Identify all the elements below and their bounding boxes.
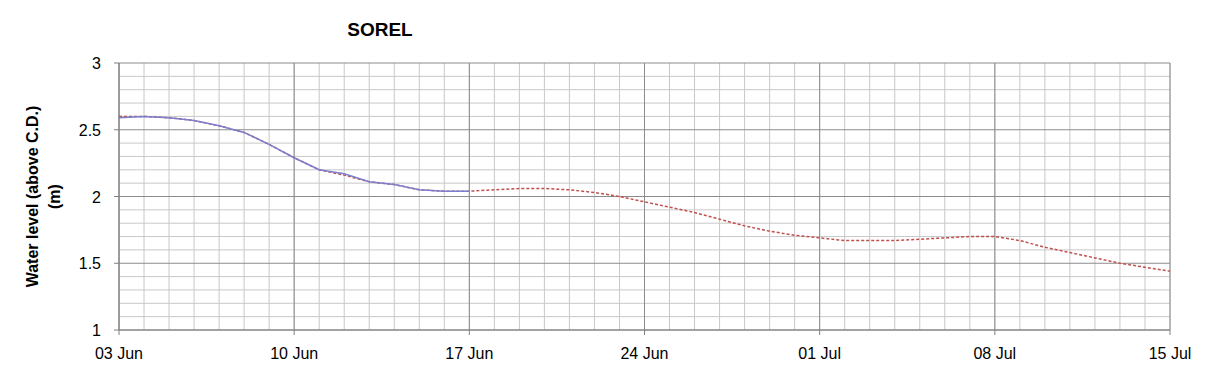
y-axis-label: (m) (46, 184, 63, 209)
minor-grid-x (994, 63, 995, 330)
x-tick-label: 15 Jul (1149, 345, 1192, 362)
chart-title: SOREL (347, 19, 413, 40)
minor-grid-x (469, 63, 470, 330)
grid-x (994, 63, 995, 330)
y-axis-label: Water level (above C.D.) (24, 106, 41, 288)
x-tick-label: 08 Jul (973, 345, 1016, 362)
y-tick (114, 330, 119, 331)
y-tick-label: 2 (92, 189, 101, 206)
y-tick-label: 1.5 (79, 255, 101, 272)
y-tick-label: 2.5 (79, 122, 101, 139)
minor-grid-x (819, 63, 820, 330)
y-tick (114, 63, 119, 64)
x-tick-label: 10 Jun (270, 345, 318, 362)
grid-x (819, 63, 820, 330)
series-line (119, 116, 1170, 271)
series-line (119, 116, 469, 191)
minor-grid-x (644, 63, 645, 330)
x-tick (819, 330, 820, 335)
x-tick (994, 330, 995, 335)
y-tick (114, 196, 119, 197)
x-tick (469, 330, 470, 335)
y-tick-label: 1 (92, 322, 101, 339)
grid-x (644, 63, 645, 330)
x-tick (294, 330, 295, 335)
x-tick (119, 330, 120, 335)
series-group (119, 116, 1170, 271)
grid-x (294, 63, 295, 330)
chart-svg: 1 1.5 2 2.5 3 03 Jun 10 Jun 17 Jun 24 Jun 01 Jul 0… (0, 0, 1209, 378)
x-tick (1170, 330, 1171, 335)
minor-grid-x (294, 63, 295, 330)
x-tick-label: 17 Jun (445, 345, 493, 362)
y-tick (114, 263, 119, 264)
minor-grid-x (1170, 63, 1171, 330)
x-tick-label: 24 Jun (620, 345, 668, 362)
grid-x (1170, 63, 1171, 330)
x-tick (644, 330, 645, 335)
x-tick-label: 03 Jun (95, 345, 143, 362)
y-tick-label: 3 (92, 55, 101, 72)
x-tick-label: 01 Jul (798, 345, 841, 362)
grid-x (469, 63, 470, 330)
chart-container: 1 1.5 2 2.5 3 03 Jun 10 Jun 17 Jun 24 Jun 01 Jul 0… (0, 0, 1209, 378)
background (0, 0, 1209, 378)
grid (119, 63, 1170, 330)
y-tick (114, 129, 119, 130)
